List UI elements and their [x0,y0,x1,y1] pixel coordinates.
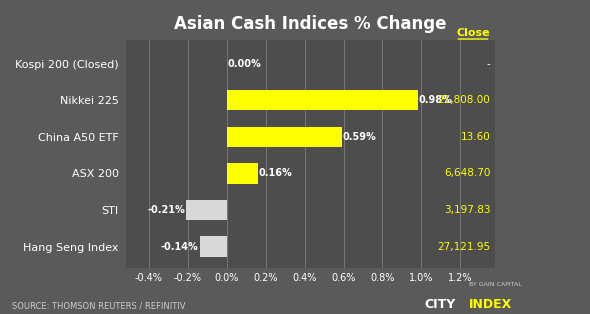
Text: 3,197.83: 3,197.83 [444,205,490,215]
Text: SOURCE: THOMSON REUTERS / REFINITIV: SOURCE: THOMSON REUTERS / REFINITIV [12,302,185,311]
Bar [186,200,227,220]
Text: 0.00%: 0.00% [228,59,261,69]
Text: 0.16%: 0.16% [259,168,293,178]
Title: Asian Cash Indices % Change: Asian Cash Indices % Change [174,15,447,33]
Text: 13.60: 13.60 [461,132,490,142]
Bar [199,236,227,257]
Text: 21,808.00: 21,808.00 [438,95,490,106]
Text: INDEX: INDEX [469,298,512,311]
Text: Close: Close [457,28,490,38]
Text: -0.21%: -0.21% [147,205,185,215]
Bar [227,127,342,147]
Text: -0.14%: -0.14% [161,241,199,252]
Text: BY GAIN CAPITAL: BY GAIN CAPITAL [469,282,522,287]
Bar [227,90,418,111]
Text: 0.59%: 0.59% [343,132,376,142]
Text: CITY: CITY [425,298,456,311]
Text: 27,121.95: 27,121.95 [437,241,490,252]
Bar [227,163,258,183]
Text: 0.98%: 0.98% [418,95,453,106]
Text: 6,648.70: 6,648.70 [444,168,490,178]
Text: -: - [487,59,490,69]
